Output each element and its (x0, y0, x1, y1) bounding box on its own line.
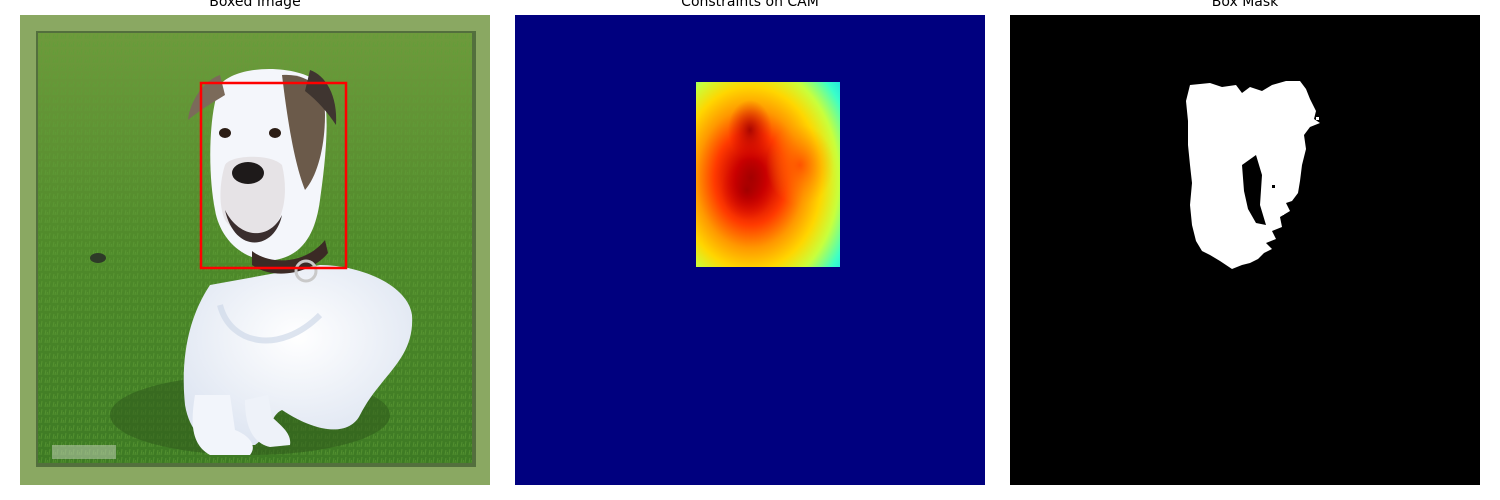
panel-title-boxed-image: Boxed Image (20, 0, 490, 10)
boxed-image-panel (20, 15, 490, 485)
box-mask-panel (1010, 15, 1480, 485)
panel-title-box-mask: Box Mask (1010, 0, 1480, 10)
panel-title-constraints-on-cam: Constraints on CAM (515, 0, 985, 10)
cam-heatmap (515, 15, 985, 485)
box-mask (1010, 15, 1480, 485)
cam-box-region (696, 82, 840, 267)
constraints-on-cam-panel (515, 15, 985, 485)
boxed-image (20, 15, 490, 485)
